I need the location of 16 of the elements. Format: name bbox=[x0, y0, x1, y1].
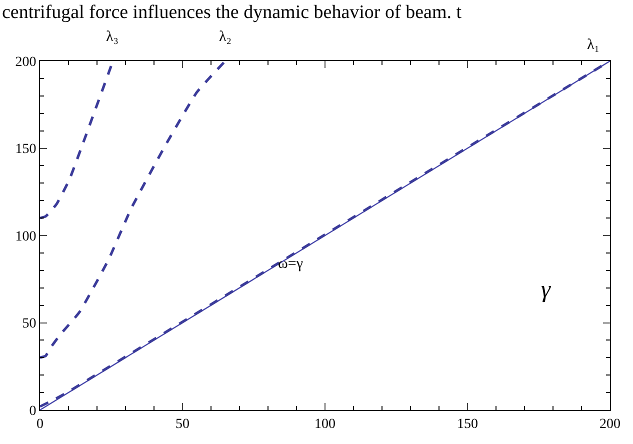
line-series bbox=[40, 61, 227, 359]
series-label: ω=γ bbox=[278, 256, 304, 272]
y-tick-label: 100 bbox=[15, 229, 36, 244]
series-label: λ₁ bbox=[587, 37, 600, 53]
series-label: λ₂ bbox=[219, 29, 232, 45]
x-tick-label: 200 bbox=[600, 416, 620, 432]
y-tick-label: 200 bbox=[15, 54, 36, 70]
y-tick-label: 0 bbox=[29, 404, 36, 419]
y-tick-label: 50 bbox=[22, 316, 36, 332]
x-tick-label: 50 bbox=[176, 416, 190, 432]
x-axis-title: γ bbox=[541, 277, 551, 303]
x-tick-label: 100 bbox=[314, 416, 336, 432]
x-tick-label: 150 bbox=[457, 416, 478, 432]
text: centrifugal force influences the dynamic behavior of beam. t bbox=[2, 2, 462, 23]
y-tick-label: 150 bbox=[15, 142, 36, 158]
series-label: λ₃ bbox=[106, 29, 119, 45]
